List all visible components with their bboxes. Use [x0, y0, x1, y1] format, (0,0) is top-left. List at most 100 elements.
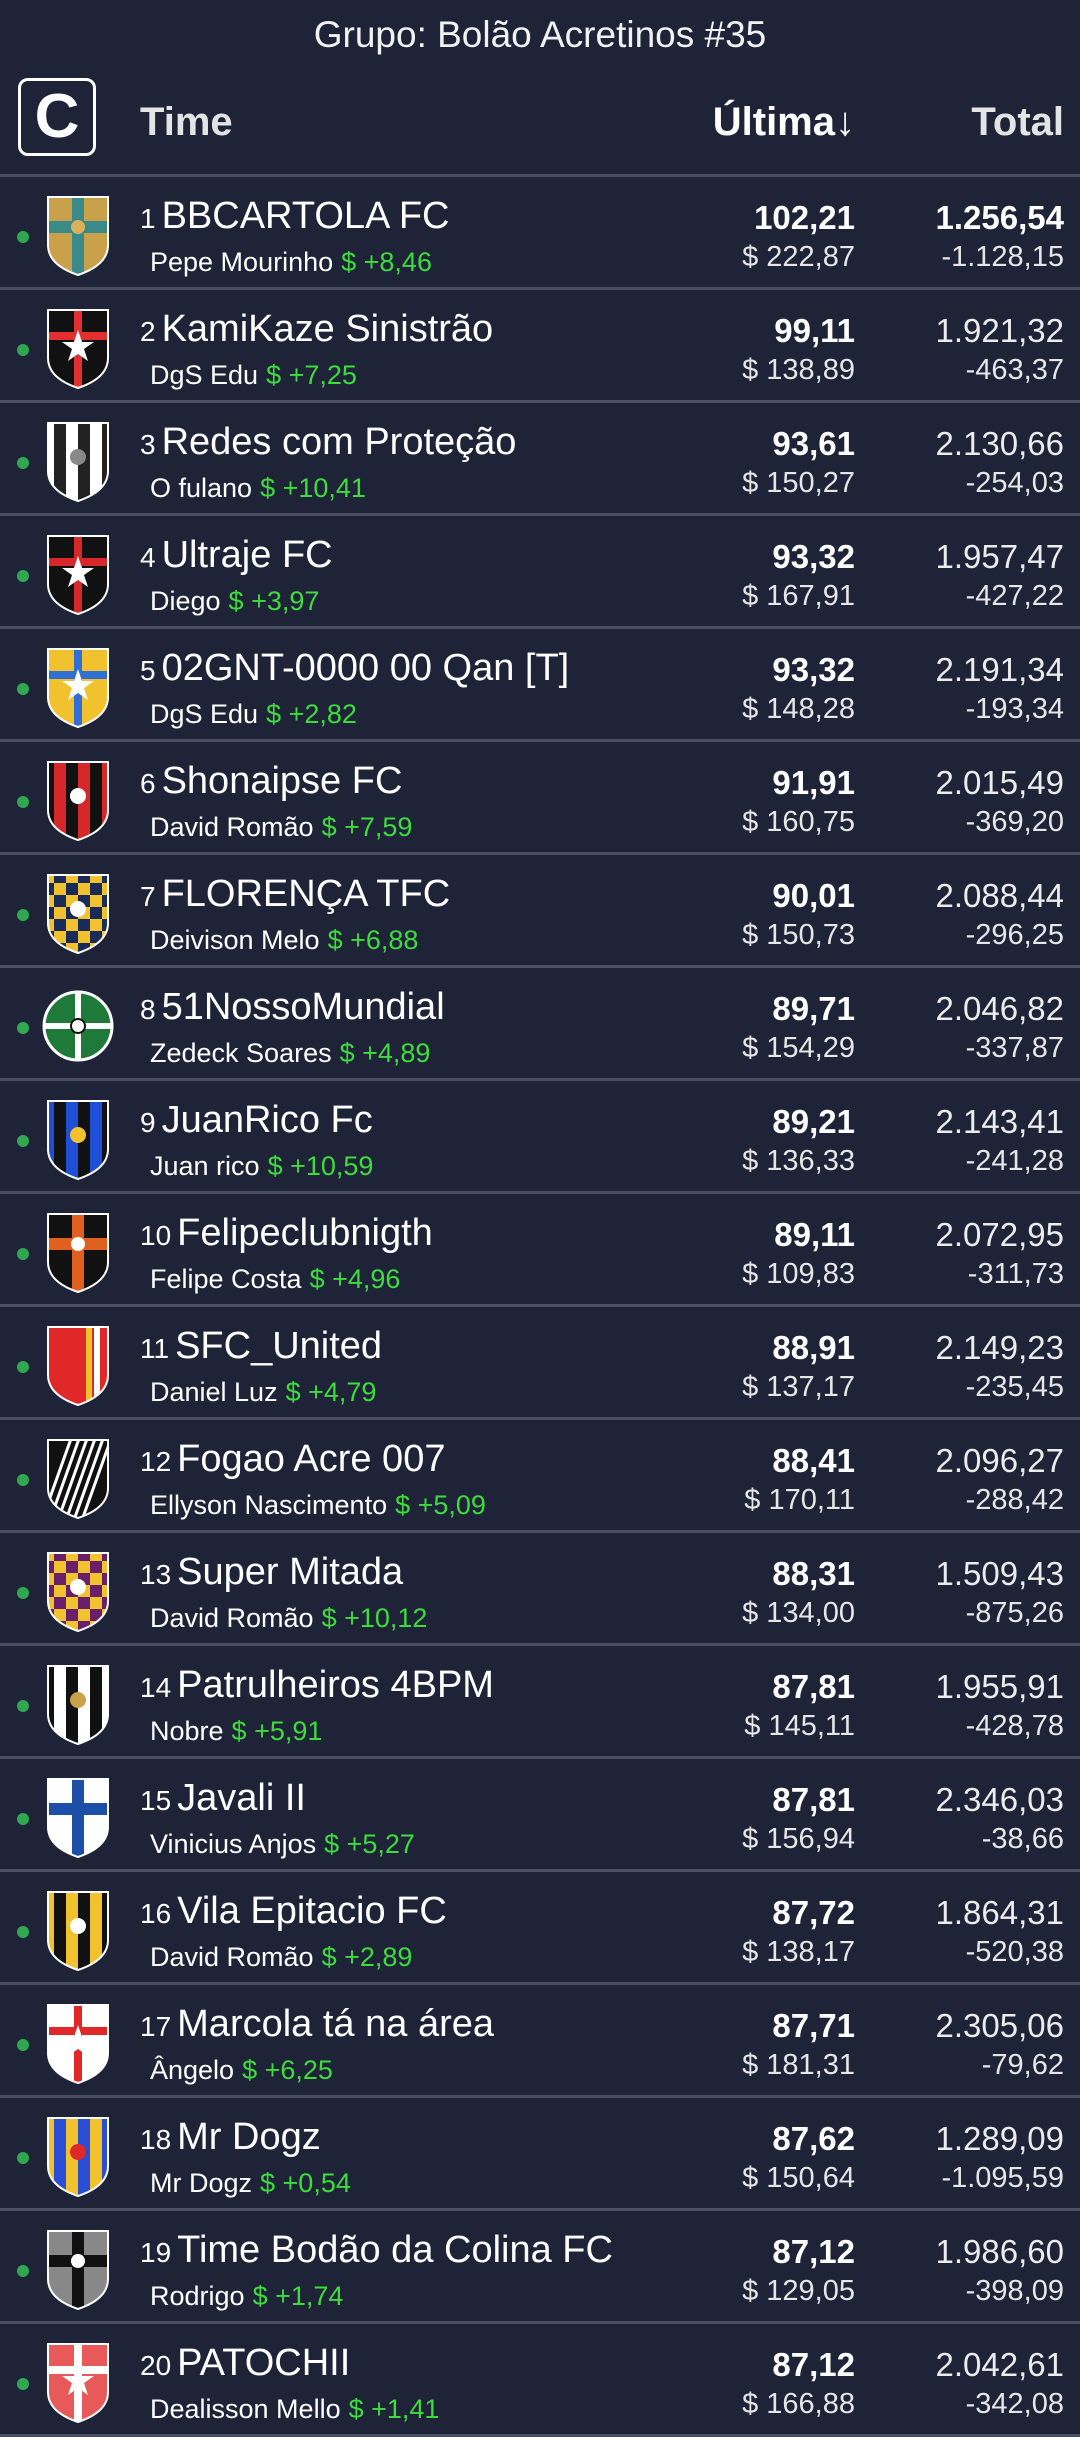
- team-row[interactable]: 15 Javali II Vinicius Anjos $ +5,27 87,81 $ 1…: [0, 1759, 1080, 1872]
- owner-name: Rodrigo: [150, 2281, 245, 2311]
- owner-line: Zedeck Soares $ +4,89: [150, 1038, 430, 1069]
- ultima-score: 88,41: [772, 1442, 855, 1479]
- owner-name: Deivison Melo: [150, 925, 320, 955]
- owner-line: Daniel Luz $ +4,79: [150, 1377, 376, 1408]
- total-diff: -337,87: [965, 1032, 1064, 1064]
- team-row[interactable]: 3 Redes com Proteção O fulano $ +10,41 93,61…: [0, 403, 1080, 516]
- owner-name: Zedeck Soares: [150, 1038, 332, 1068]
- team-name-text: Mr Dogz: [177, 2116, 321, 2158]
- owner-name: DgS Edu: [150, 699, 259, 729]
- team-row[interactable]: 16 Vila Epitacio FC David Romão $ +2,89 87,7…: [0, 1872, 1080, 1985]
- team-shield-icon: [42, 1888, 114, 1972]
- ultima-score: 87,71: [772, 2007, 855, 2044]
- column-header-ultima[interactable]: Última↓: [712, 100, 855, 144]
- team-row[interactable]: 19 Time Bodão da Colina FC Rodrigo $ +1,74 8…: [0, 2211, 1080, 2324]
- team-row[interactable]: 20 PATOCHII Dealisson Mello $ +1,41 87,12 $ 1…: [0, 2324, 1080, 2437]
- team-row[interactable]: 9 JuanRico Fc Juan rico $ +10,59 89,21 $ 136,…: [0, 1081, 1080, 1194]
- team-row[interactable]: 5 02GNT-0000 00 Qan [T] DgS Edu $ +2,82 93,3…: [0, 629, 1080, 742]
- total-score: 2.143,41: [935, 1103, 1064, 1140]
- ultima-score: 93,32: [772, 538, 855, 575]
- owner-name: David Romão: [150, 812, 314, 842]
- ultima-score: 93,32: [772, 651, 855, 688]
- owner-name: Ângelo: [150, 2055, 235, 2085]
- ultima-score: 87,81: [772, 1668, 855, 1705]
- team-row[interactable]: 1 BBCARTOLA FC Pepe Mourinho $ +8,46 102,21 $…: [0, 177, 1080, 290]
- owner-name: Dealisson Mello: [150, 2394, 341, 2424]
- owner-name: Juan rico: [150, 1151, 260, 1181]
- total-diff: -1.128,15: [941, 241, 1064, 273]
- team-price: $ 167,91: [742, 580, 855, 612]
- status-dot: [17, 570, 29, 582]
- total-score: 2.346,03: [935, 1781, 1064, 1818]
- team-rank: 19: [140, 2237, 172, 2268]
- team-row[interactable]: 11 SFC_United Daniel Luz $ +4,79 88,91 $ 137,…: [0, 1307, 1080, 1420]
- ultima-score: 87,81: [772, 1781, 855, 1818]
- status-dot: [17, 231, 29, 243]
- owner-line: Mr Dogz $ +0,54: [150, 2168, 351, 2199]
- total-score: 1.921,32: [935, 312, 1064, 349]
- price-delta: $ +2,82: [266, 699, 357, 729]
- team-name: 3 Redes com Proteção: [140, 421, 516, 464]
- app-logo[interactable]: C: [18, 78, 96, 156]
- team-name-text: Shonaipse FC: [161, 760, 403, 802]
- total-diff: -79,62: [981, 2049, 1064, 2081]
- team-row[interactable]: 10 Felipeclubnigth Felipe Costa $ +4,96 89,1…: [0, 1194, 1080, 1307]
- status-dot: [17, 2039, 29, 2051]
- owner-name: O fulano: [150, 473, 253, 503]
- status-dot: [17, 1700, 29, 1712]
- team-row[interactable]: 4 Ultraje FC Diego $ +3,97 93,32 $ 167,91 1.95…: [0, 516, 1080, 629]
- status-dot: [17, 457, 29, 469]
- team-row[interactable]: 12 Fogao Acre 007 Ellyson Nascimento $ +5,0…: [0, 1420, 1080, 1533]
- price-delta: $ +4,89: [339, 1038, 431, 1068]
- team-name: 8 51NossoMundial: [140, 986, 445, 1029]
- team-price: $ 136,33: [742, 1145, 855, 1177]
- owner-line: Vinicius Anjos $ +5,27: [150, 1829, 415, 1860]
- team-price: $ 150,64: [742, 2162, 855, 2194]
- team-price: $ 150,73: [742, 919, 855, 951]
- team-row[interactable]: 6 Shonaipse FC David Romão $ +7,59 91,91 $ 16…: [0, 742, 1080, 855]
- team-name-text: 02GNT-0000 00 Qan [T]: [161, 647, 570, 689]
- price-delta: $ +5,09: [395, 1490, 486, 1520]
- team-shield-icon: [42, 871, 114, 955]
- team-row[interactable]: 2 KamiKaze Sinistrão DgS Edu $ +7,25 99,11 $ …: [0, 290, 1080, 403]
- price-delta: $ +10,41: [260, 473, 366, 503]
- team-name-text: SFC_United: [175, 1325, 383, 1367]
- total-score: 2.046,82: [935, 990, 1064, 1027]
- column-header-time[interactable]: Time: [140, 100, 233, 144]
- total-score: 2.088,44: [935, 877, 1064, 914]
- team-shield-icon: [42, 1775, 114, 1859]
- team-name: 1 BBCARTOLA FC: [140, 195, 450, 238]
- team-rank: 12: [140, 1446, 172, 1477]
- team-name-text: Fogao Acre 007: [177, 1438, 446, 1480]
- ultima-score: 88,91: [772, 1329, 855, 1366]
- total-score: 2.015,49: [935, 764, 1064, 801]
- team-row[interactable]: 18 Mr Dogz Mr Dogz $ +0,54 87,62 $ 150,64 1.28…: [0, 2098, 1080, 2211]
- owner-line: Deivison Melo $ +6,88: [150, 925, 418, 956]
- price-delta: $ +6,88: [327, 925, 419, 955]
- team-row[interactable]: 17 Marcola tá na área Ângelo $ +6,25 87,71 $ …: [0, 1985, 1080, 2098]
- team-row[interactable]: 14 Patrulheiros 4BPM Nobre $ +5,91 87,81 $ 14…: [0, 1646, 1080, 1759]
- team-shield-icon: [42, 193, 114, 277]
- total-score: 1.957,47: [935, 538, 1064, 575]
- team-name: 16 Vila Epitacio FC: [140, 1890, 447, 1933]
- owner-line: Nobre $ +5,91: [150, 1716, 322, 1747]
- team-rank: 11: [140, 1333, 170, 1364]
- total-diff: -1.095,59: [941, 2162, 1064, 2194]
- price-delta: $ +2,89: [321, 1942, 413, 1972]
- owner-name: Vinicius Anjos: [150, 1829, 317, 1859]
- column-header-total[interactable]: Total: [971, 100, 1064, 144]
- team-name-text: Javali II: [177, 1777, 306, 1819]
- price-delta: $ +1,74: [252, 2281, 344, 2311]
- total-score: 1.864,31: [935, 1894, 1064, 1931]
- total-diff: -369,20: [965, 806, 1064, 838]
- team-name-text: Felipeclubnigth: [177, 1212, 433, 1254]
- total-score: 2.042,61: [935, 2346, 1064, 2383]
- team-row[interactable]: 8 51NossoMundial Zedeck Soares $ +4,89 89,71…: [0, 968, 1080, 1081]
- team-row[interactable]: 13 Super Mitada David Romão $ +10,12 88,31 $ …: [0, 1533, 1080, 1646]
- owner-line: David Romão $ +10,12: [150, 1603, 427, 1634]
- team-shield-icon: [42, 1549, 114, 1633]
- team-row[interactable]: 7 FLORENÇA TFC Deivison Melo $ +6,88 90,01 $ …: [0, 855, 1080, 968]
- team-name: 12 Fogao Acre 007: [140, 1438, 445, 1481]
- team-rank: 10: [140, 1220, 172, 1251]
- team-shield-icon: [42, 2001, 114, 2085]
